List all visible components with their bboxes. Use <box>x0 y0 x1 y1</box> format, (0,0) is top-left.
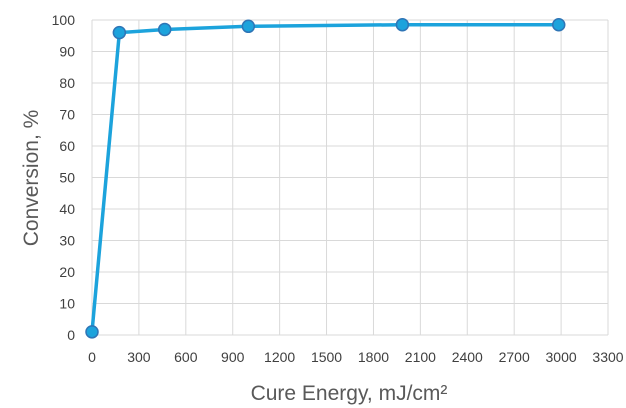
y-tick-label: 70 <box>59 107 75 123</box>
y-tick-label: 40 <box>59 201 75 217</box>
y-axis-title: Conversion, % <box>20 110 43 247</box>
marker-layer <box>85 17 566 339</box>
y-tick-label: 30 <box>59 233 75 249</box>
label-layer: 0 10 20 30 40 50 60 70 80 90 100 0 300 600 900 1200 1500… <box>52 12 624 365</box>
y-tick-label: 90 <box>59 44 75 60</box>
data-point <box>551 17 566 32</box>
x-tick-label: 1800 <box>358 349 389 365</box>
x-tick-label: 300 <box>127 349 151 365</box>
data-point <box>395 17 410 32</box>
y-tick-label: 20 <box>59 264 75 280</box>
data-point <box>85 325 99 339</box>
y-tick-label: 100 <box>52 12 76 28</box>
x-axis-title: Cure Energy, mJ/cm² <box>251 382 448 405</box>
x-tick-label: 900 <box>221 349 245 365</box>
axis-layer <box>91 20 608 336</box>
x-tick-label: 1500 <box>311 349 342 365</box>
x-tick-label: 3000 <box>546 349 577 365</box>
grid-layer <box>91 19 609 336</box>
x-tick-label: 0 <box>88 349 96 365</box>
x-tick-label: 600 <box>174 349 198 365</box>
data-point <box>241 19 256 34</box>
y-tick-label: 60 <box>59 138 75 154</box>
data-point <box>157 22 172 37</box>
y-tick-label: 0 <box>67 327 75 343</box>
x-tick-label: 2400 <box>452 349 483 365</box>
y-tick-label: 10 <box>59 296 75 312</box>
series-layer <box>90 22 561 334</box>
x-tick-label: 2100 <box>405 349 436 365</box>
y-tick-label: 80 <box>59 75 75 91</box>
x-tick-label: 2700 <box>499 349 530 365</box>
x-tick-label: 1200 <box>264 349 295 365</box>
series-line <box>90 22 561 334</box>
x-tick-label: 3300 <box>592 349 623 365</box>
data-point <box>112 25 127 40</box>
y-tick-label: 50 <box>59 170 75 186</box>
